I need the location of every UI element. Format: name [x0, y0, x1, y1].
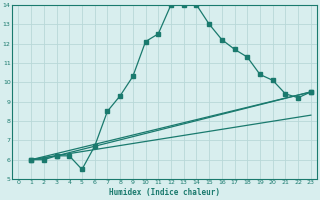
X-axis label: Humidex (Indice chaleur): Humidex (Indice chaleur) — [109, 188, 220, 197]
